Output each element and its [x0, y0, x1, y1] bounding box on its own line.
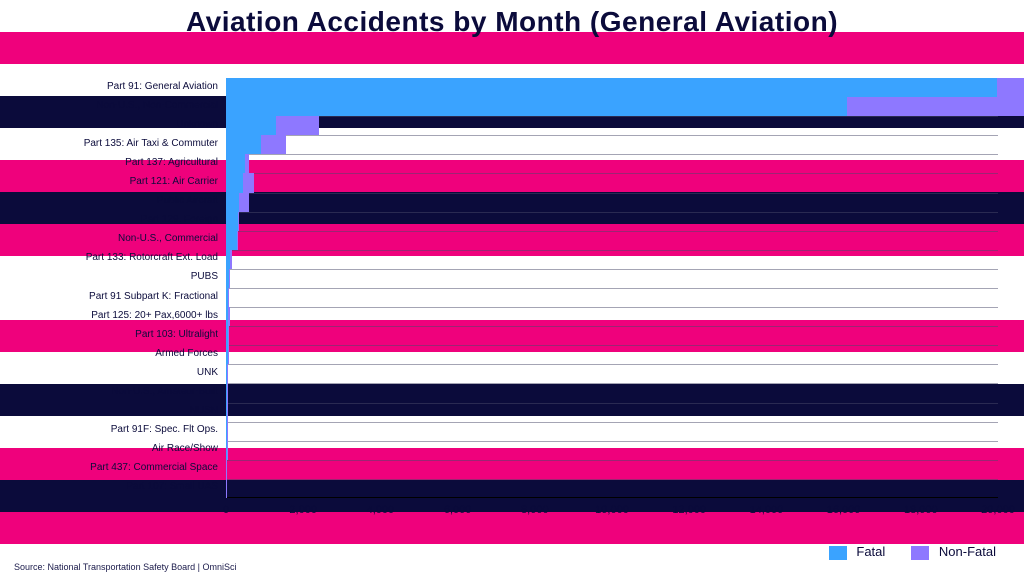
- legend-swatch-fatal: [829, 546, 847, 560]
- bar-fatal: [226, 154, 245, 173]
- bar-nonfatal: [239, 193, 249, 212]
- legend-label-nonfatal: Non-Fatal: [939, 544, 996, 559]
- x-tick-label: 20,000: [981, 504, 1015, 516]
- x-tick-label: 0: [223, 504, 229, 516]
- bar-fatal: [226, 212, 238, 231]
- bar-fatal: [226, 173, 243, 192]
- legend: Fatal Non-Fatal: [829, 544, 996, 560]
- bar-nonfatal: [997, 78, 1024, 97]
- y-tick-label: Part 135: Air Taxi & Commuter: [0, 139, 218, 150]
- y-tick-label: Non-U.S., Amateur-Built: [0, 387, 218, 398]
- legend-item-nonfatal: Non-Fatal: [911, 544, 996, 560]
- bar-fatal: [226, 231, 237, 250]
- bar-fatal: [226, 193, 239, 212]
- bar-nonfatal: [237, 231, 239, 250]
- y-tick-label: Part 129: Foreign: [0, 215, 218, 226]
- bar-nonfatal: [228, 326, 230, 345]
- bar-nonfatal: [227, 441, 228, 460]
- bar-nonfatal: [238, 212, 240, 231]
- y-tick-label: Part 91: General Aviation: [0, 82, 218, 93]
- chart-title: Aviation Accidents by Month (General Avi…: [0, 6, 1024, 38]
- x-tick-label: 18,000: [904, 504, 938, 516]
- bar-nonfatal: [245, 154, 250, 173]
- x-axis-baseline: [226, 497, 998, 498]
- source-attribution: Source: National Transportation Safety B…: [14, 562, 236, 572]
- chart: Aviation Accidents by Month (General Avi…: [0, 0, 1024, 576]
- y-tick-label: Part 91 Subpart K: Fractional: [0, 292, 218, 303]
- bar-nonfatal: [228, 288, 229, 307]
- y-tick-label: Non-U.S., Commercial: [0, 234, 218, 245]
- bar-nonfatal: [227, 383, 228, 402]
- y-tick-label: Air Race/Show: [0, 444, 218, 455]
- y-tick-label: Part 125: 20+ Pax,6000+ lbs: [0, 311, 218, 322]
- y-tick-label: Part 107: Small UAS: [0, 482, 218, 493]
- bar-fatal: [226, 97, 847, 116]
- x-tick-label: 8,000: [521, 504, 549, 516]
- x-tick-label: 14,000: [750, 504, 784, 516]
- bar-nonfatal: [847, 97, 1024, 116]
- legend-swatch-nonfatal: [911, 546, 929, 560]
- bar-nonfatal: [227, 403, 228, 422]
- y-tick-label: Unknown: [0, 120, 218, 131]
- x-tick-label: 12,000: [672, 504, 706, 516]
- x-tick-label: 6,000: [444, 504, 472, 516]
- y-tick-label: Non-U.S., Non-Commercial: [0, 101, 218, 112]
- x-tick-label: 4,000: [367, 504, 395, 516]
- bar-fatal: [226, 116, 276, 135]
- y-tick-label: PUBS: [0, 272, 218, 283]
- y-axis-labels: Part 91: General Aviation Non-U.S., Non-C…: [0, 78, 222, 498]
- y-tick-label: Part 121: Air Carrier: [0, 177, 218, 188]
- bar-fatal: [226, 78, 997, 97]
- bar-nonfatal: [228, 307, 230, 326]
- x-axis: 0 2,000 4,000 6,000 8,000 10,000 12,000 14,000 1…: [226, 502, 998, 520]
- plot-area: [226, 78, 998, 498]
- y-tick-label: Part 91F: Spec. Flt Ops.: [0, 425, 218, 436]
- bar-nonfatal: [243, 173, 255, 192]
- y-tick-label: Part 137: Agricultural: [0, 158, 218, 169]
- x-tick-label: 10,000: [595, 504, 629, 516]
- bar-nonfatal: [228, 345, 229, 364]
- y-tick-label: Part 437: Commercial Space: [0, 463, 218, 474]
- y-tick-label: UNK: [0, 368, 218, 379]
- legend-label-fatal: Fatal: [856, 544, 885, 559]
- y-tick-label: Part 133: Rotorcraft Ext. Load: [0, 253, 218, 264]
- x-tick-label: 2,000: [289, 504, 317, 516]
- bar-nonfatal: [227, 422, 228, 441]
- bar-nonfatal: [261, 135, 286, 154]
- y-tick-label: Armed Forces: [0, 349, 218, 360]
- bar-nonfatal: [276, 116, 318, 135]
- y-tick-label: Part 103: Ultralight: [0, 330, 218, 341]
- y-tick-label: Public Aircraft: [0, 196, 218, 207]
- bar-nonfatal: [229, 269, 230, 288]
- bar-fatal: [226, 135, 261, 154]
- bar-nonfatal: [227, 364, 228, 383]
- x-tick-label: 16,000: [827, 504, 861, 516]
- bar-nonfatal: [230, 250, 232, 269]
- y-tick-label: NUSN: [0, 406, 218, 417]
- legend-item-fatal: Fatal: [829, 544, 886, 560]
